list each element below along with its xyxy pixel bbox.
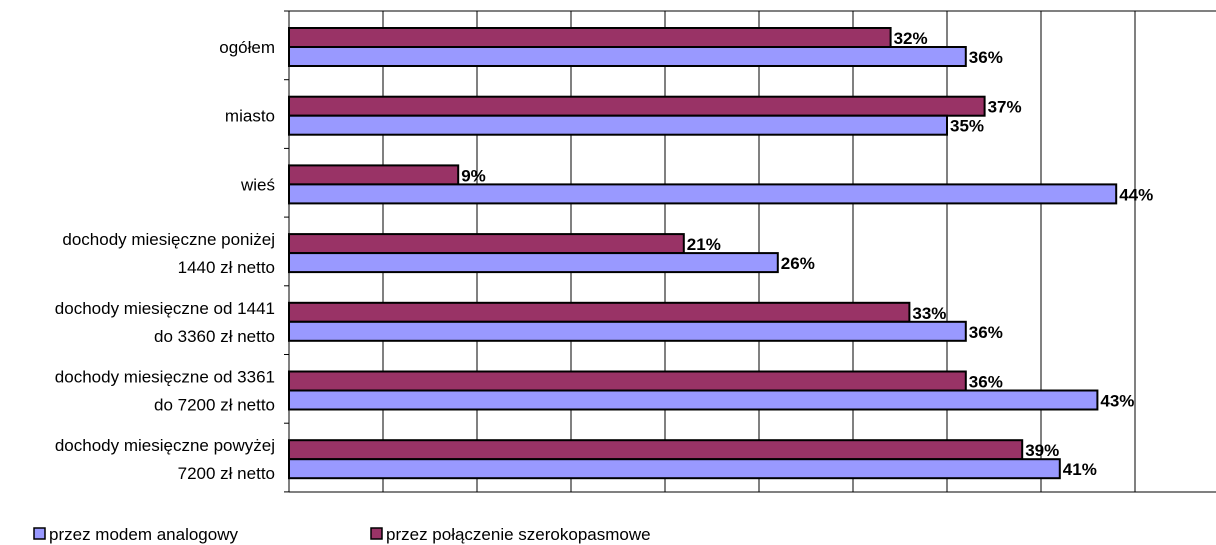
gridlines	[382, 11, 1136, 492]
bar	[288, 301, 911, 323]
category-label-line: wieś	[240, 175, 275, 194]
data-label: 36%	[969, 323, 1003, 342]
data-label: 26%	[781, 254, 815, 273]
legend-label: przez modem analogowy	[49, 525, 238, 544]
data-label: 9%	[461, 166, 486, 185]
data-labels: 32% 36% 37%35% 9% 44% 21% 26% 33% 36% 36% 43% 39%41…	[461, 29, 1153, 479]
bar	[288, 46, 967, 67]
category-label: dochody miesięczne powyżej 7200 zł netto	[55, 436, 275, 483]
data-label: 44%	[1119, 185, 1153, 204]
bar	[288, 252, 779, 274]
category-label-line: 1440 zł netto	[178, 258, 275, 277]
category-label: dochody miesięczne poniżej 1440 zł netto	[62, 230, 275, 277]
category-label: dochody miesięczne od 3361 do 7200 zł net…	[55, 368, 275, 415]
category-label: ogółem	[219, 38, 275, 57]
bar	[288, 27, 892, 48]
legend-item: przez połączenie szerokopasmowe	[370, 525, 651, 544]
legend: przez modem analogowy przez połączenie sz…	[33, 525, 651, 544]
bar	[288, 439, 1024, 461]
category-label-line: dochody miesięczne powyżej	[55, 436, 275, 455]
legend-item: przez modem analogowy	[33, 525, 238, 544]
bar	[288, 183, 1118, 205]
data-label: 43%	[1100, 392, 1134, 411]
bar	[288, 233, 685, 255]
category-label-line: do 7200 zł netto	[154, 396, 275, 415]
data-label: 21%	[687, 235, 721, 254]
plot-frame	[284, 10, 1216, 493]
data-label: 33%	[912, 304, 946, 323]
bar	[288, 370, 967, 392]
bar	[288, 114, 948, 136]
category-label-line: dochody miesięczne od 1441	[55, 299, 275, 318]
data-label: 41%	[1063, 460, 1097, 479]
bar	[288, 164, 460, 186]
category-label: wieś	[240, 175, 275, 194]
category-label: dochody miesięczne od 1441 do 3360 zł net…	[55, 299, 275, 346]
legend-swatch	[370, 527, 383, 540]
bar	[288, 458, 1061, 480]
legend-label: przez połączenie szerokopasmowe	[386, 525, 651, 544]
category-label-line: dochody miesięczne poniżej	[62, 230, 275, 249]
bar	[288, 389, 1099, 411]
data-label: 36%	[969, 48, 1003, 67]
category-label-line: 7200 zł netto	[178, 464, 275, 483]
legend-swatch	[33, 527, 46, 540]
data-label: 35%	[950, 117, 984, 136]
bar	[288, 95, 986, 117]
bar	[288, 320, 967, 342]
data-label: 39%	[1025, 441, 1059, 460]
category-label-line: miasto	[225, 107, 275, 126]
data-label: 32%	[894, 29, 928, 48]
category-label: miasto	[225, 107, 275, 126]
category-label-line: dochody miesięczne od 3361	[55, 368, 275, 387]
category-label-line: do 3360 zł netto	[154, 327, 275, 346]
category-label-line: ogółem	[219, 38, 275, 57]
category-labels: ogółem miasto wieś dochody miesięczne poniż…	[55, 38, 275, 483]
data-label: 36%	[969, 373, 1003, 392]
data-label: 37%	[988, 98, 1022, 117]
